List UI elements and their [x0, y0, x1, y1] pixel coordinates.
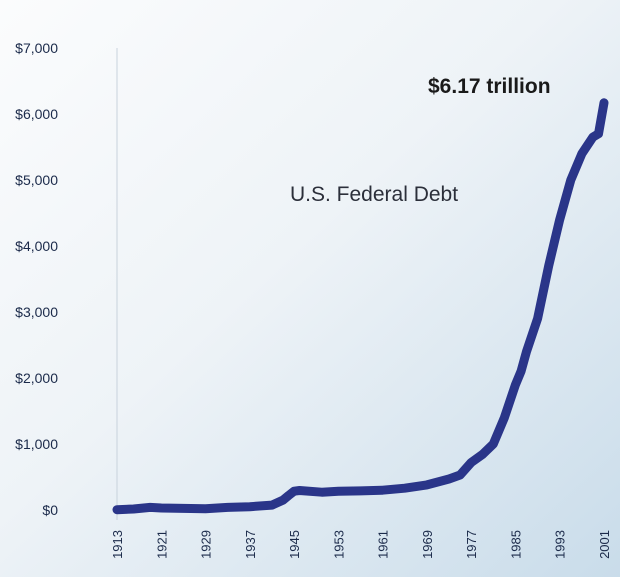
x-tick-label: 1929: [199, 530, 214, 559]
y-tick-label: $4,000: [15, 238, 58, 254]
x-tick-label: 1977: [464, 530, 479, 559]
x-tick-label: 1945: [287, 530, 302, 559]
y-tick-label: $3,000: [15, 304, 58, 320]
x-tick-label: 1985: [508, 530, 523, 559]
y-tick-label: $6,000: [15, 106, 58, 122]
series-label: U.S. Federal Debt: [290, 183, 458, 206]
x-tick-label: 1921: [154, 530, 169, 559]
x-tick-label: 2001: [597, 530, 612, 559]
x-tick-label: 1953: [331, 530, 346, 559]
x-tick-label: 1913: [110, 530, 125, 559]
y-tick-label: $7,000: [15, 40, 58, 56]
y-tick-label: $1,000: [15, 436, 58, 452]
y-tick-label: $0: [42, 502, 58, 518]
x-tick-labels: 1913 1921 1929 1937 1945 1953 1961 1969 1977 1985…: [110, 530, 612, 559]
x-tick-label: 1961: [376, 530, 391, 559]
y-tick-label: $5,000: [15, 172, 58, 188]
x-tick-label: 1993: [553, 530, 568, 559]
x-tick-label: 1937: [243, 530, 258, 559]
value-annotation: $6.17 trillion: [428, 75, 551, 98]
x-tick-label: 1969: [420, 530, 435, 559]
y-tick-label: $2,000: [15, 370, 58, 386]
debt-series-line: [112, 98, 609, 515]
y-tick-labels: $0 $1,000 $2,000 $3,000 $4,000 $5,000 $6,000 $7…: [15, 40, 58, 518]
